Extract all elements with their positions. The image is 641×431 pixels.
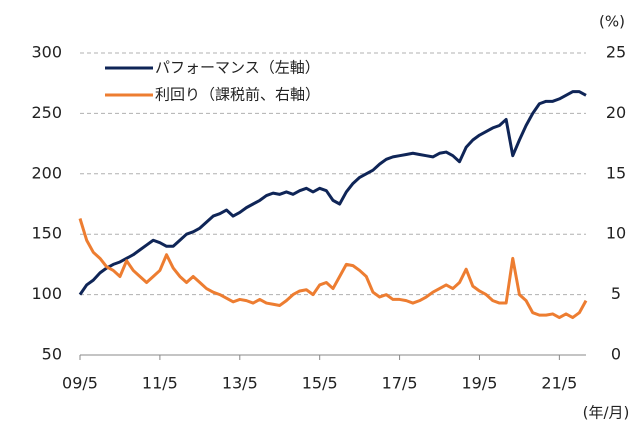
x-tick-label: 09/5	[62, 374, 98, 393]
legend-label: パフォーマンス（左軸）	[155, 59, 320, 77]
y-tick-label: 200	[31, 163, 62, 182]
series-line	[78, 218, 588, 320]
y2-tick-label: 10	[606, 224, 626, 243]
y2-tick-label: 0	[611, 345, 621, 364]
y-tick-label: 150	[31, 224, 62, 243]
y-tick-label: 100	[31, 284, 62, 303]
x-unit: (年/月)	[583, 404, 630, 422]
y2-unit: (%)	[599, 13, 625, 31]
x-tick-label: 21/5	[541, 374, 577, 393]
y2-tick-label: 25	[606, 43, 626, 62]
x-tick-label: 11/5	[142, 374, 178, 393]
x-tick-label: 15/5	[302, 374, 338, 393]
y2-tick-label: 15	[606, 163, 626, 182]
x-tick-label: 17/5	[382, 374, 418, 393]
y-tick-label: 300	[31, 43, 62, 62]
y2-tick-label: 5	[611, 284, 621, 303]
y-tick-label: 250	[31, 103, 62, 122]
y2-tick-label: 20	[606, 103, 626, 122]
legend-label: 利回り（課税前、右軸）	[155, 86, 320, 104]
x-tick-label: 19/5	[462, 374, 498, 393]
series-line	[78, 90, 587, 296]
y-tick-label: 50	[42, 345, 62, 364]
x-tick-label: 13/5	[222, 374, 258, 393]
